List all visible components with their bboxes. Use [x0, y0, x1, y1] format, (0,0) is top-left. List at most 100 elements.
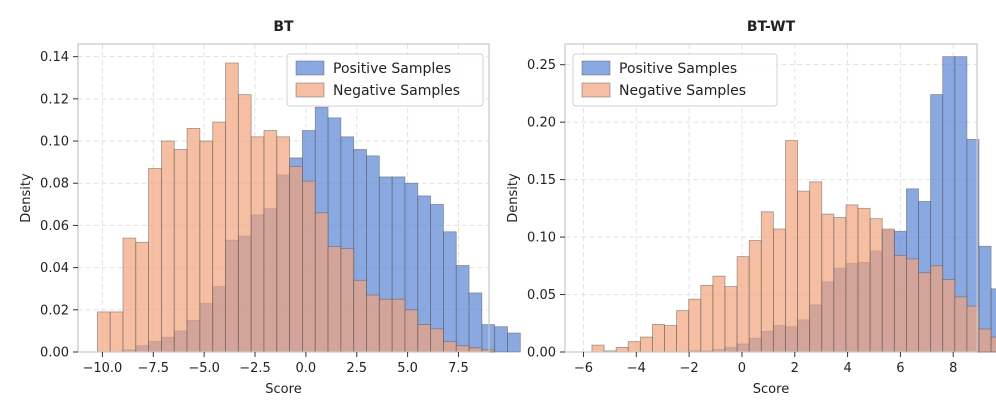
bar	[109, 311, 124, 353]
bar	[263, 130, 278, 353]
y-tick-label: 0.00	[527, 346, 556, 361]
bar	[481, 324, 496, 353]
y-tick-label: 0.15	[527, 173, 556, 188]
bar	[676, 310, 690, 353]
bar	[314, 212, 329, 353]
y-tick-label: 0.08	[40, 177, 69, 192]
x-tick-label: −2	[680, 361, 699, 376]
x-tick-label: 5.0	[397, 361, 418, 376]
bar	[391, 298, 406, 353]
chart-title: BT-WT	[747, 19, 796, 35]
bar	[250, 136, 265, 353]
legend-swatch	[295, 60, 325, 76]
x-axis-label: Score	[753, 382, 789, 397]
bar	[443, 341, 457, 353]
legend-label: Negative Samples	[333, 83, 460, 99]
bar	[276, 136, 291, 353]
bar	[615, 347, 629, 353]
bar	[700, 284, 714, 353]
legend-label: Positive Samples	[333, 61, 451, 77]
bar	[893, 255, 907, 353]
x-tick-label: −7.5	[137, 361, 169, 376]
x-tick-label: −6	[574, 361, 593, 376]
y-axis-label: Density	[506, 173, 521, 223]
bar	[954, 296, 968, 353]
bar	[455, 265, 470, 353]
bar	[122, 237, 137, 353]
x-tick-label: 2	[791, 361, 799, 376]
y-tick-label: 0.10	[40, 135, 69, 150]
x-tick-label: 7.5	[448, 361, 469, 376]
bar	[772, 228, 786, 353]
y-tick-label: 0.00	[40, 346, 69, 361]
x-tick-label: −2.5	[239, 361, 271, 376]
bar	[366, 294, 380, 353]
x-tick-label: 0.0	[296, 361, 317, 376]
bar	[821, 213, 835, 353]
legend-swatch	[295, 82, 325, 98]
bar	[507, 332, 521, 353]
bar	[468, 292, 483, 353]
bar	[135, 241, 150, 353]
bar	[990, 288, 996, 353]
x-tick-label: 2.5	[346, 361, 367, 376]
bar	[455, 345, 470, 353]
y-tick-label: 0.04	[40, 261, 69, 276]
bar	[225, 62, 239, 353]
bar	[353, 279, 367, 353]
bar	[289, 165, 303, 353]
bar	[199, 140, 214, 353]
legend-box	[286, 53, 484, 107]
legend-box	[572, 53, 778, 107]
legend-label: Positive Samples	[619, 61, 737, 77]
bar	[881, 228, 895, 353]
bar	[906, 258, 919, 353]
y-axis-label: Density	[19, 173, 34, 223]
bar	[430, 328, 444, 353]
bar	[688, 298, 702, 353]
chart-panel-2: BT-WT −6 −4 −2 0 2 4 6 8 0.00 0.05 0.10 0.15 0.20 0.25…	[506, 19, 996, 397]
y-tick-label: 0.12	[40, 92, 69, 107]
bar	[748, 240, 762, 353]
y-tick-label: 0.06	[40, 219, 69, 234]
bar	[443, 231, 457, 353]
bar	[96, 311, 111, 353]
bar	[639, 336, 653, 353]
bar	[212, 121, 226, 353]
bar	[340, 248, 355, 353]
plot-frame	[77, 43, 490, 353]
bar	[173, 149, 188, 353]
bar	[494, 326, 508, 353]
x-tick-label: 0	[738, 361, 746, 376]
bar	[186, 127, 201, 353]
bar	[990, 336, 996, 353]
bar	[942, 279, 956, 353]
x-tick-label: 4	[843, 361, 851, 376]
bar	[760, 211, 774, 353]
bar	[712, 275, 726, 353]
bar	[148, 168, 162, 353]
x-tick-label: 8	[949, 361, 957, 376]
chart-title: BT	[273, 19, 294, 35]
bar	[918, 272, 932, 353]
plot-frame	[564, 43, 978, 353]
bar	[736, 256, 750, 353]
x-tick-label: 6	[896, 361, 904, 376]
y-tick-label: 0.10	[527, 231, 556, 246]
bar	[869, 218, 883, 353]
x-tick-label: −5.0	[188, 361, 220, 376]
y-tick-label: 0.05	[527, 288, 556, 303]
bar	[797, 190, 811, 353]
bar	[833, 217, 847, 353]
bar	[930, 265, 944, 353]
bar	[161, 140, 175, 353]
bar	[468, 347, 483, 353]
bar	[857, 207, 871, 353]
y-tick-label: 0.20	[527, 116, 556, 131]
series-negative	[96, 62, 496, 353]
bar	[378, 298, 393, 353]
bar	[664, 325, 678, 353]
bar	[809, 181, 823, 353]
bar	[627, 341, 641, 353]
x-tick-label: −10.0	[82, 361, 122, 376]
